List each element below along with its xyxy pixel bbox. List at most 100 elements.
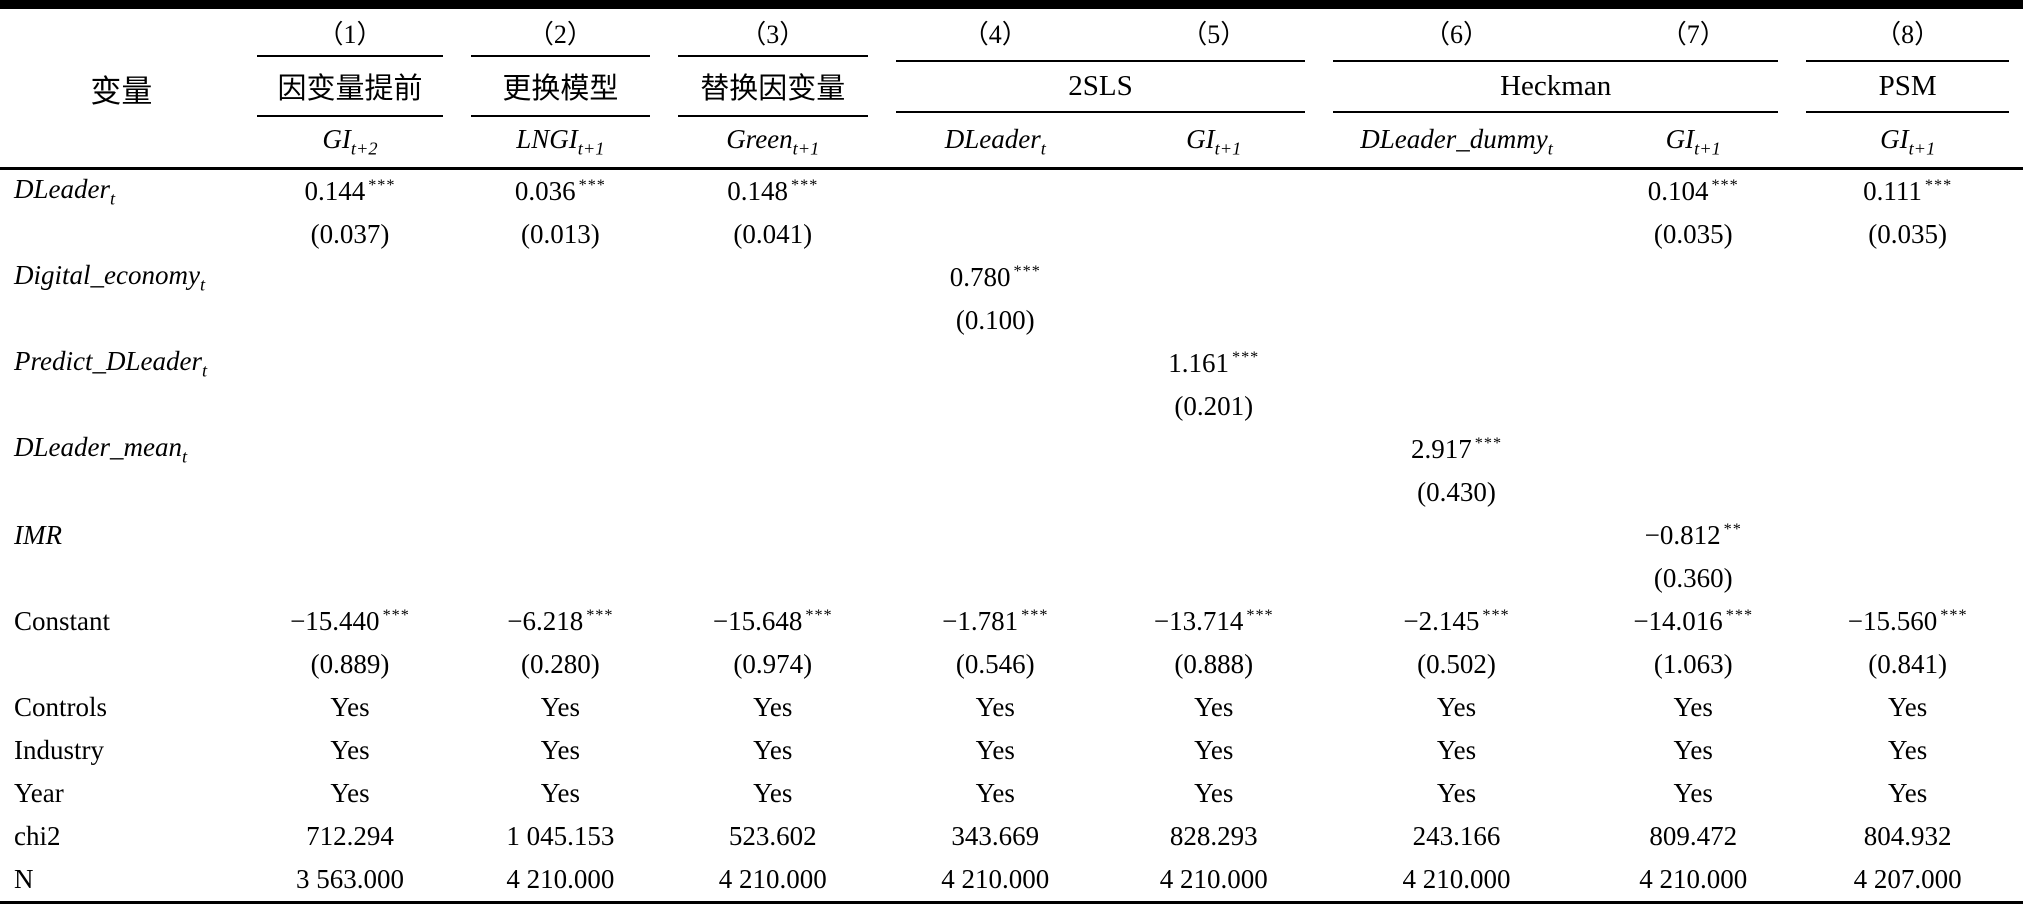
- table-cell: [243, 299, 457, 342]
- cell-value: (0.546): [955, 649, 1035, 679]
- significance-stars: ***: [791, 176, 819, 194]
- table-cell: [882, 385, 1109, 428]
- table-cell: Yes: [1594, 772, 1792, 815]
- row-label-text: N: [14, 864, 34, 894]
- depvar-base: GI: [322, 124, 351, 155]
- table-cell: [882, 428, 1109, 471]
- row-digital-economy-coef: Digital_economyt 0.780 ***: [0, 256, 2023, 299]
- table-cell: 1 045.153: [457, 815, 663, 858]
- table-cell: [457, 385, 663, 428]
- cell-value: −15.560: [1847, 606, 1938, 636]
- significance-stars: ***: [1924, 176, 1953, 194]
- table-cell: [243, 342, 457, 385]
- significance-stars: ***: [805, 606, 833, 624]
- table-cell: 4 210.000: [664, 858, 882, 904]
- table-cell: [882, 213, 1109, 256]
- table-cell: [457, 557, 663, 600]
- row-label-text: Year: [14, 778, 64, 808]
- cell-value: (0.974): [733, 649, 813, 679]
- cell-value: (0.889): [310, 649, 390, 679]
- table-cell: [1792, 471, 2023, 514]
- row-label-subscript: t: [181, 446, 188, 467]
- table-cell: (0.035): [1792, 213, 2023, 256]
- table-cell: [1109, 428, 1319, 471]
- table-cell: (0.888): [1109, 643, 1319, 686]
- table-cell: Yes: [882, 772, 1109, 815]
- cell-value: Yes: [975, 692, 1015, 722]
- group-header-alt-dv: 替换因变量: [664, 55, 882, 117]
- table-cell: [1319, 213, 1594, 256]
- cell-value: 4 210.000: [1159, 864, 1268, 894]
- group-header-heckman: Heckman: [1319, 55, 1792, 117]
- table-cell: [882, 514, 1109, 557]
- depvar-subscript: t+2: [350, 138, 378, 159]
- row-label: [0, 299, 243, 342]
- table-cell: [1792, 342, 2023, 385]
- table-cell: [1109, 169, 1319, 214]
- row-year: Year Yes Yes Yes Yes Yes Yes Yes Yes: [0, 772, 2023, 815]
- table-cell: [1319, 385, 1594, 428]
- row-label-subscript: t: [199, 274, 206, 295]
- col-number-8: （8）: [1875, 19, 1941, 49]
- cell-value: Yes: [330, 735, 370, 765]
- table-cell: Yes: [243, 772, 457, 815]
- cell-value: Yes: [1436, 692, 1477, 722]
- table-cell: (0.546): [882, 643, 1109, 686]
- table-cell: Yes: [457, 729, 663, 772]
- cell-value: −13.714: [1153, 606, 1244, 636]
- table-cell: [1594, 385, 1792, 428]
- table-cell: −15.648 ***: [664, 600, 882, 643]
- cell-value: Yes: [1194, 778, 1234, 808]
- row-label: [0, 385, 243, 428]
- table-cell: [1319, 299, 1594, 342]
- row-label: Industry: [0, 729, 243, 772]
- col-number-1: （1）: [317, 19, 383, 49]
- table-cell: Yes: [457, 772, 663, 815]
- row-label: N: [0, 858, 243, 904]
- row-constant-coef: Constant −15.440 *** −6.218 *** −15.648 *** −1.…: [0, 600, 2023, 643]
- cell-value: Yes: [330, 778, 370, 808]
- cell-value: Yes: [1673, 778, 1713, 808]
- cell-value: 4 207.000: [1853, 864, 1962, 894]
- cell-value: Yes: [1673, 692, 1713, 722]
- table-cell: 809.472: [1594, 815, 1792, 858]
- table-cell: [1109, 256, 1319, 299]
- table-cell: [664, 256, 882, 299]
- row-label: [0, 643, 243, 686]
- table-cell: [664, 299, 882, 342]
- table-cell: 4 210.000: [1109, 858, 1319, 904]
- depvar-subscript: t+1: [1908, 138, 1936, 159]
- table-cell: [664, 428, 882, 471]
- table-cell: (1.063): [1594, 643, 1792, 686]
- significance-stars: ***: [1711, 176, 1739, 194]
- table-cell: [457, 342, 663, 385]
- cell-value: 0.148: [727, 176, 788, 206]
- cell-value: (0.013): [520, 219, 600, 249]
- table-cell: (0.035): [1594, 213, 1792, 256]
- significance-stars: ***: [586, 606, 614, 624]
- table-cell: −2.145 ***: [1319, 600, 1594, 643]
- cell-value: −15.648: [712, 606, 803, 636]
- significance-stars: ***: [368, 176, 396, 194]
- cell-value: (0.201): [1174, 391, 1254, 421]
- table-cell: [1792, 385, 2023, 428]
- significance-stars: ***: [1725, 606, 1754, 624]
- cell-value: (0.100): [955, 305, 1035, 335]
- cell-value: Yes: [540, 692, 580, 722]
- table-cell: 3 563.000: [243, 858, 457, 904]
- table-cell: [1319, 342, 1594, 385]
- cell-value: 0.144: [304, 176, 366, 206]
- col-number-2: （2）: [527, 19, 593, 49]
- table-cell: [1109, 557, 1319, 600]
- table-cell: [664, 342, 882, 385]
- cell-value: 4 210.000: [941, 864, 1050, 894]
- col-number-6: （6）: [1424, 19, 1490, 49]
- cell-value: (0.502): [1417, 649, 1496, 679]
- depvar-header-3: Greent+1: [663, 117, 882, 170]
- group-header-alt-model: 更换模型: [457, 55, 663, 117]
- table-cell: [243, 256, 457, 299]
- row-dleader-mean-se: (0.430): [0, 471, 2023, 514]
- table-cell: −15.560 ***: [1792, 600, 2023, 643]
- table-cell: −13.714 ***: [1109, 600, 1319, 643]
- table-cell: [1792, 256, 2023, 299]
